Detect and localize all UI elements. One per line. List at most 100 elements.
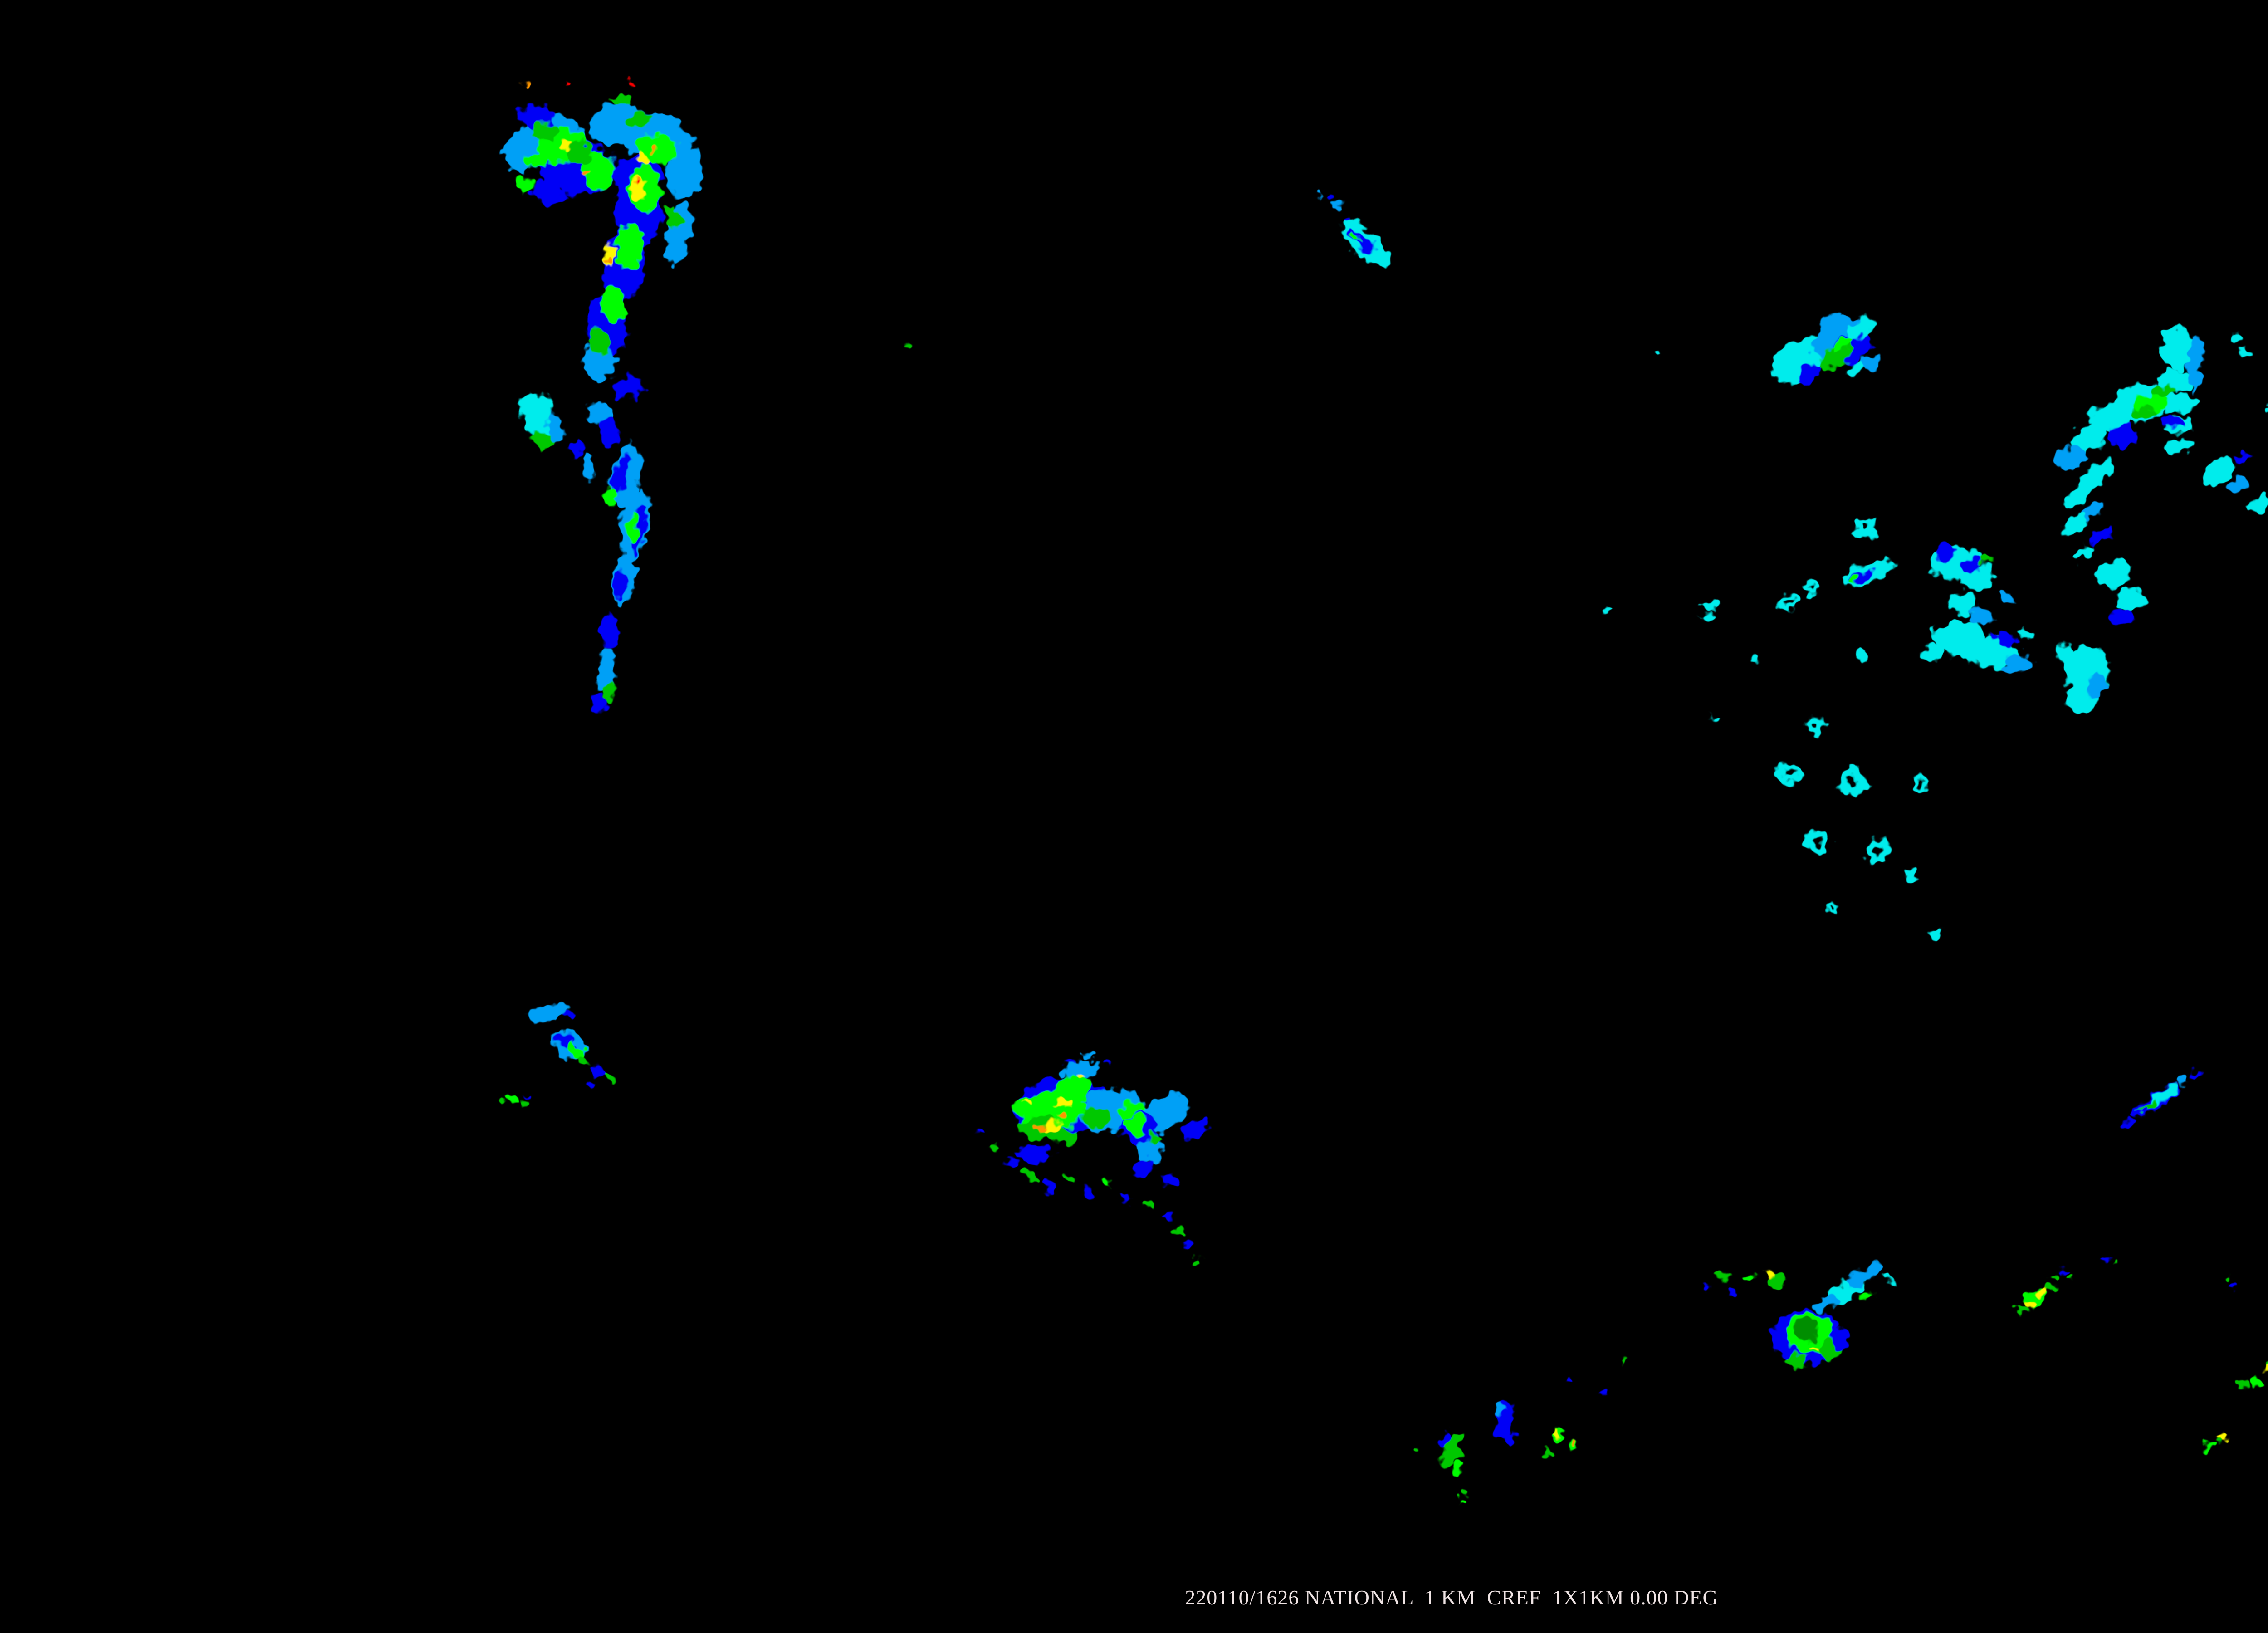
radar-echo <box>1994 630 2016 648</box>
radar-echo <box>1495 1403 1506 1417</box>
radar-echo <box>2043 1283 2054 1290</box>
radar-echo <box>2224 1275 2232 1280</box>
radar-echo <box>616 220 643 270</box>
radar-echo <box>627 82 632 85</box>
radar-echo <box>1120 1193 1130 1202</box>
radar-echo <box>1960 557 1981 575</box>
radar-echo <box>1716 1274 1727 1281</box>
radar-echo <box>591 1064 607 1077</box>
radar-echo <box>2077 460 2114 490</box>
radar-echo <box>2038 1288 2048 1296</box>
radar-echo <box>579 1057 589 1066</box>
radar-echo <box>1764 1270 1774 1277</box>
radar-echo <box>568 142 593 163</box>
radar-echo <box>2264 1365 2268 1371</box>
radar-echo <box>1949 592 1978 613</box>
radar-echo <box>1808 585 1813 591</box>
radar-echo <box>1063 1061 1100 1080</box>
radar-echo <box>1784 768 1794 778</box>
radar-echo <box>2113 1261 2118 1265</box>
radar-echo <box>2072 545 2094 562</box>
radar-echo <box>1504 1430 1515 1444</box>
radar-echo <box>2112 608 2134 626</box>
radar-echo <box>2103 1257 2110 1261</box>
radar-echo <box>1880 562 1894 571</box>
radar-echo <box>1815 1294 1839 1311</box>
radar-echo <box>1544 1451 1551 1456</box>
radar-echo <box>581 454 595 479</box>
radar-echo <box>1100 1178 1113 1188</box>
radar-echo <box>1767 1274 1785 1288</box>
radar-echo <box>1041 1122 1063 1132</box>
radar-echo <box>1570 1440 1576 1445</box>
radar-echo <box>2096 560 2131 587</box>
radar-echo <box>1846 318 1873 339</box>
radar-echo <box>1832 337 1855 353</box>
radar-echo <box>582 151 615 191</box>
radar-echo <box>1138 1139 1163 1161</box>
radar-echo <box>2200 459 2234 485</box>
radar-echo <box>520 392 554 435</box>
radar-echo <box>1603 605 1612 611</box>
radar-echo <box>1006 1157 1016 1166</box>
radar-echo <box>1785 599 1793 606</box>
radar-echo <box>546 414 564 443</box>
radar-echo <box>1918 780 1925 787</box>
radar-echo <box>1817 313 1841 332</box>
radar-echo <box>1794 1319 1820 1341</box>
radar-echo <box>1056 1100 1070 1107</box>
radar-echo <box>1411 1447 1420 1452</box>
radar-echo <box>2069 425 2104 453</box>
radar-echo <box>601 613 619 650</box>
radar-echo <box>1078 1073 1085 1079</box>
radar-echo <box>612 454 629 497</box>
radar-echo <box>615 568 626 601</box>
radar-echo <box>611 94 630 105</box>
radar-echo <box>2241 348 2252 356</box>
radar-echo <box>1440 1428 1452 1446</box>
radar-echo <box>1872 846 1883 856</box>
radar-echo <box>504 138 533 174</box>
radar-echo-layer <box>499 82 2268 1503</box>
radar-echo <box>499 1099 506 1104</box>
radar-echo <box>1016 1145 1052 1163</box>
radar-echo <box>1056 1112 1067 1120</box>
radar-echo <box>1866 1263 1883 1277</box>
radar-echo <box>637 154 648 165</box>
radar-echo <box>604 682 615 704</box>
radar-echo <box>600 285 626 325</box>
radar-echo <box>1862 1292 1872 1299</box>
radar-echo <box>2087 675 2105 697</box>
radar-echo <box>2159 414 2181 428</box>
radar-echo <box>1564 1376 1571 1382</box>
radar-echo <box>2132 406 2157 417</box>
radar-echo <box>2108 425 2137 446</box>
radar-echo <box>590 328 608 354</box>
radar-echo <box>1183 1240 1193 1249</box>
radar-echo <box>666 147 702 198</box>
radar-echo <box>2090 527 2112 544</box>
radar-echo <box>606 257 613 266</box>
radar-echo <box>518 1100 527 1106</box>
radar-echo <box>1811 722 1818 729</box>
radar-echo <box>2056 644 2074 662</box>
radar-echo <box>2204 1443 2212 1449</box>
radar-echo <box>666 207 680 229</box>
radar-echo <box>1598 1389 1606 1394</box>
radar-echo <box>532 180 564 205</box>
radar-echo <box>553 1003 568 1014</box>
radar-echo <box>586 1081 593 1086</box>
radar-echo <box>1023 1100 1031 1106</box>
radar-echo <box>525 1094 531 1098</box>
radar-echo <box>1553 1431 1560 1436</box>
radar-echo <box>1125 1114 1147 1136</box>
radar-echo <box>1326 193 1334 199</box>
radar-echo <box>2067 1275 2074 1280</box>
radar-echo <box>601 416 619 448</box>
radar-echo <box>2237 1380 2248 1389</box>
radar-echo <box>596 650 616 693</box>
radar-echo <box>591 695 606 713</box>
radar-echo <box>1749 655 1760 662</box>
radar-echo <box>2188 334 2203 392</box>
